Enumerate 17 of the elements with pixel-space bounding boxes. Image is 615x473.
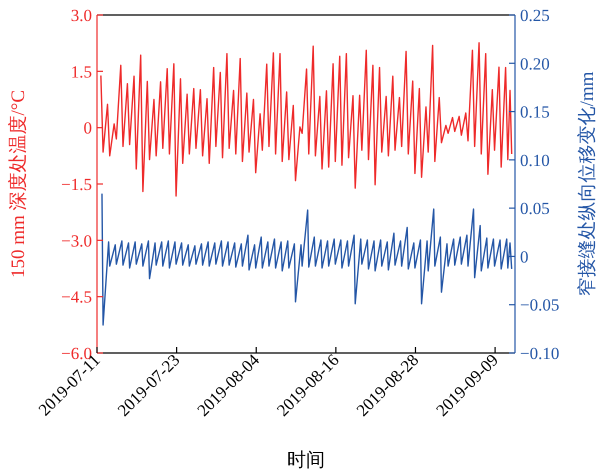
y2-axis-title: 窄接缝处纵向位移变化/mm xyxy=(576,71,598,296)
y-tick-label: −1.5 xyxy=(61,175,92,194)
y-tick-label: 3.0 xyxy=(70,6,92,25)
y-tick-label: −3.0 xyxy=(61,231,92,250)
y-tick-label: −4.5 xyxy=(61,288,92,307)
y2-tick-label: −0.10 xyxy=(520,344,560,363)
x-axis-title: 时间 xyxy=(287,450,325,471)
y2-tick-label: 0.15 xyxy=(520,102,550,122)
y2-tick-label: −0.05 xyxy=(520,296,560,315)
y-axis-title: 150 mm 深度处温度/°C xyxy=(7,90,29,278)
y2-tick-label: 0.05 xyxy=(520,199,550,218)
y2-tick-label: 0.25 xyxy=(520,6,550,25)
y2-tick-label: 0.20 xyxy=(520,54,550,74)
y-tick-label: 1.5 xyxy=(70,62,92,82)
y2-tick-label: 0 xyxy=(520,247,528,266)
y2-tick-label: 0.10 xyxy=(520,150,550,170)
y-tick-label: 0 xyxy=(84,118,92,138)
